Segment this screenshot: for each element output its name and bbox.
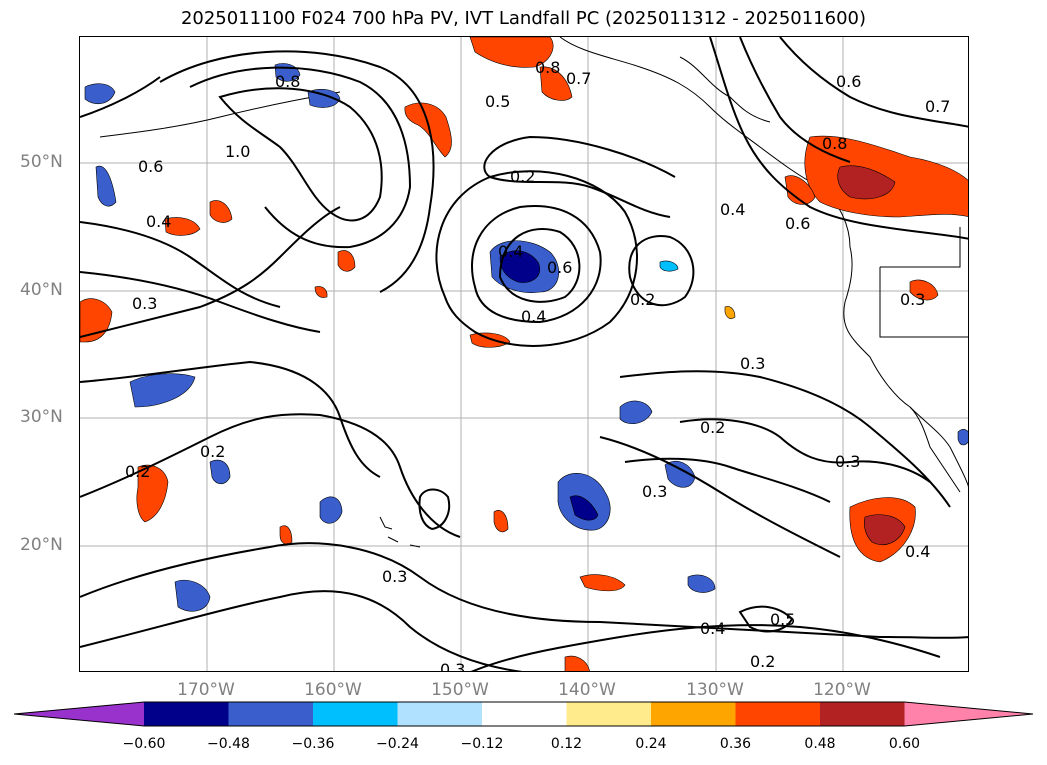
contour-label: 0.2 [510,167,535,186]
colorbar-tick: 0.36 [719,736,752,752]
contour-label: 0.8 [822,134,847,153]
contour-label: 0.6 [138,157,163,176]
colorbar-outline [13,701,1034,727]
colorbar-tick: 0.60 [888,736,921,752]
contour-label: 0.4 [700,619,725,638]
lat-label-30n: 30°N [20,407,63,427]
contour-label: 0.3 [440,660,465,672]
contour-label: 0.2 [200,442,225,461]
colorbar-tick: 0.12 [550,736,583,752]
contour-label: 0.3 [132,294,157,313]
colorbar-bin [313,702,398,726]
contour-label: 0.7 [925,97,950,116]
colorbar-tick: −0.60 [122,736,166,752]
colorbar-tick: −0.36 [291,736,335,752]
contour-label: 0.6 [547,258,572,277]
contour-label: 0.5 [485,92,510,111]
map-plot: 0.8 0.7 0.5 1.0 0.6 0.4 0.8 0.2 0.6 0.3 … [80,37,968,672]
contour-label: 0.4 [905,542,930,561]
colorbar-bin [144,702,229,726]
contour-label: 0.4 [521,307,546,326]
gridlines [80,37,968,671]
colorbar-tick: 0.48 [804,736,836,752]
contour-label: 0.3 [900,290,925,309]
lon-label-160w: 160°W [304,680,362,700]
contour-label: 0.3 [382,567,407,586]
contour-label: 0.2 [700,418,725,437]
map-title: 2025011100 F024 700 hPa PV, IVT Landfall… [180,8,867,29]
contour-label: 1.0 [225,142,250,161]
colorbar-bin [651,702,736,726]
contour-label: 0.6 [785,214,810,233]
colorbar-bin [397,702,482,726]
lon-label-140w: 140°W [558,680,616,700]
contour-label: 0.3 [740,354,765,373]
colorbar-bin [735,702,820,726]
lon-label-120w: 120°W [813,680,871,700]
colorbar-extend-right [904,702,1033,726]
colorbar-tick: −0.48 [207,736,250,752]
lat-label-20n: 20°N [20,535,63,555]
contour-label: 0.3 [642,482,667,501]
ivt-contours [80,37,968,671]
contour-label: 0.4 [498,242,523,261]
contour-label: 0.4 [720,200,745,219]
lat-label-50n: 50°N [20,152,63,172]
colorbar-tick: −0.12 [460,736,504,752]
lon-label-130w: 130°W [686,680,744,700]
colorbar-bin [820,702,905,726]
lon-label-170w: 170°W [177,680,235,700]
contour-label: 0.8 [275,72,300,91]
pv-shading [80,37,968,671]
colorbar-bin [228,702,313,726]
coastlines [99,37,968,548]
contour-label: 0.2 [630,290,655,309]
map-panel: 0.8 0.7 0.5 1.0 0.6 0.4 0.8 0.2 0.6 0.3 … [79,36,969,672]
contour-label: 0.2 [125,462,150,481]
contour-label: 0.6 [836,72,861,91]
contour-label: 0.8 [535,58,560,77]
contour-label: 0.2 [750,652,775,671]
contour-labels: 0.8 0.7 0.5 1.0 0.6 0.4 0.8 0.2 0.6 0.3 … [125,58,950,672]
colorbar-extend-left [14,702,144,726]
colorbar [13,701,1034,727]
contour-label: 0.4 [146,212,171,231]
contour-label: 0.3 [835,452,860,471]
lon-label-150w: 150°W [431,680,489,700]
colorbar-tick: 0.24 [635,736,667,752]
contour-label: 0.5 [770,610,795,629]
lat-label-40n: 40°N [20,280,63,300]
colorbar-bin [482,702,567,726]
colorbar-bin [566,702,651,726]
contour-label: 0.7 [566,69,591,88]
colorbar-tick: −0.24 [376,736,419,752]
